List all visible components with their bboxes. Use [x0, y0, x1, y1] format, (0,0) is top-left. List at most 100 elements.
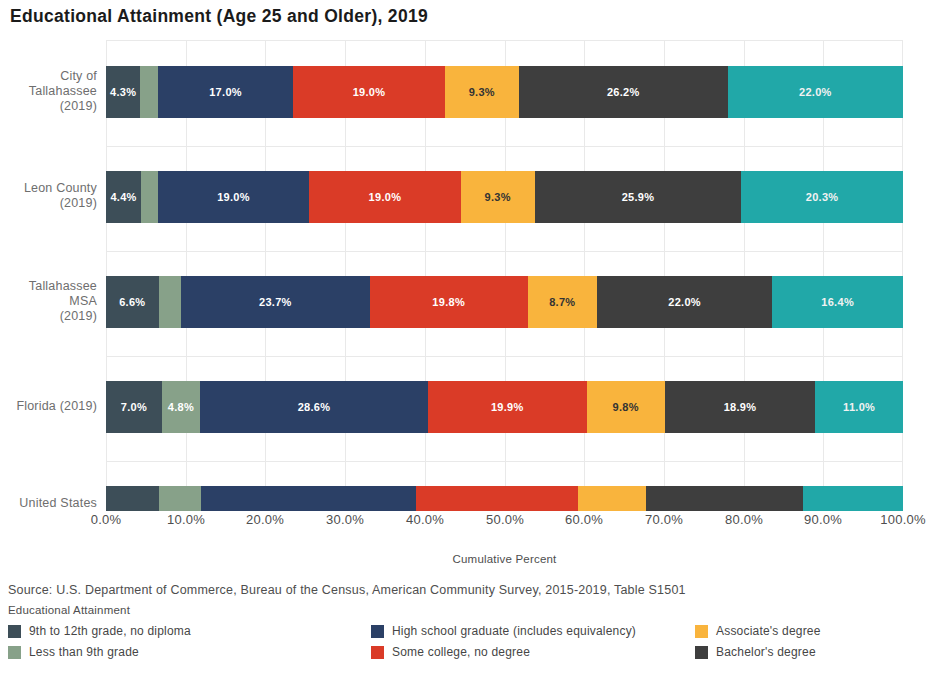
stacked-bar-row: 4.4% 19.0% 19.0% 9.3% 25.9% 20.3% — [106, 171, 903, 223]
bar-segment[interactable]: 20.3% — [741, 171, 903, 223]
bar-segment[interactable]: 19.0% — [309, 171, 460, 223]
x-axis-tick-label: 20.0% — [246, 512, 284, 527]
x-axis-tick-label: 0.0% — [91, 512, 121, 527]
row-label: Leon County(2019) — [0, 170, 97, 222]
row-label: Tallahassee MSA(2019) — [0, 275, 97, 327]
legend-item-label: Bachelor's degree — [716, 645, 816, 659]
legend-item-label: 9th to 12th grade, no diploma — [29, 624, 191, 638]
bar-segment[interactable] — [416, 486, 578, 511]
legend-swatch-icon — [371, 646, 384, 659]
bar-segment-value-label: 19.0% — [217, 191, 250, 203]
row-separator-line — [106, 251, 903, 252]
legend-title: Educational Attainment — [8, 604, 130, 616]
row-label: City of Tallahassee(2019) — [0, 65, 97, 117]
bar-segment-value-label: 16.4% — [821, 296, 854, 308]
bar-segment[interactable]: 9.3% — [461, 171, 535, 223]
bar-segment[interactable] — [646, 486, 804, 511]
bar-segment-value-label: 4.4% — [110, 191, 136, 203]
legend-item[interactable]: Less than 9th grade — [8, 644, 371, 660]
bar-segment[interactable]: 9.8% — [587, 381, 665, 433]
bar-segment[interactable]: 4.4% — [106, 171, 141, 223]
legend-item[interactable]: 9th to 12th grade, no diploma — [8, 623, 371, 639]
bar-segment[interactable]: 23.7% — [181, 276, 370, 328]
bar-segment-value-label: 9.8% — [612, 401, 638, 413]
bar-segment-value-label: 25.9% — [622, 191, 655, 203]
bar-segment-value-label: 19.0% — [369, 191, 402, 203]
bar-segment-value-label: 8.7% — [549, 296, 575, 308]
page-title: Educational Attainment (Age 25 and Older… — [10, 6, 428, 27]
bar-segment[interactable]: 8.7% — [528, 276, 597, 328]
bar-segment[interactable]: 22.0% — [597, 276, 772, 328]
bar-segment[interactable]: 19.0% — [158, 171, 309, 223]
y-axis-row-labels: City of Tallahassee(2019) Leon County(201… — [0, 40, 101, 510]
bar-segment[interactable]: 4.3% — [106, 66, 140, 118]
legend-item-label: Less than 9th grade — [29, 645, 139, 659]
bar-segment[interactable]: 19.0% — [293, 66, 444, 118]
legend-item-label: High school graduate (includes equivalen… — [392, 624, 636, 638]
educational-attainment-dashboard: Educational Attainment (Age 25 and Older… — [0, 0, 943, 673]
bar-segment[interactable]: 19.9% — [428, 381, 587, 433]
bar-segment[interactable]: 22.0% — [728, 66, 903, 118]
legend-item[interactable]: Bachelor's degree — [695, 644, 938, 660]
bar-segment-value-label: 18.9% — [724, 401, 757, 413]
stacked-bar-row: 4.3% 17.0% 19.0% 9.3% 26.2% 22.0% — [106, 66, 903, 118]
row-label: United States — [0, 485, 97, 510]
bar-segment-value-label: 23.7% — [259, 296, 292, 308]
legend-item[interactable]: Some college, no degree — [371, 644, 695, 660]
x-axis-tick-label: 80.0% — [725, 512, 763, 527]
bar-segment-value-label: 7.0% — [121, 401, 147, 413]
bar-segment[interactable] — [141, 171, 158, 223]
bar-segment-value-label: 22.0% — [799, 86, 832, 98]
legend-item-label: Some college, no degree — [392, 645, 530, 659]
bar-segment[interactable]: 17.0% — [158, 66, 293, 118]
bar-segment-value-label: 19.8% — [432, 296, 465, 308]
row-separator-line — [106, 146, 903, 147]
bar-segment[interactable]: 11.0% — [815, 381, 903, 433]
bar-segment[interactable] — [140, 66, 158, 118]
x-axis-tick-label: 10.0% — [167, 512, 205, 527]
bar-segment[interactable] — [803, 486, 903, 511]
bar-segment[interactable]: 9.3% — [445, 66, 519, 118]
bar-segment[interactable]: 25.9% — [535, 171, 741, 223]
x-axis-tick-label: 100.0% — [880, 512, 925, 527]
bar-segment[interactable] — [159, 276, 181, 328]
source-note: Source: U.S. Department of Commerce, Bur… — [8, 583, 686, 597]
bar-segment[interactable] — [578, 486, 646, 511]
bar-segment[interactable]: 28.6% — [200, 381, 428, 433]
x-axis-tick-labels: 0.0%10.0%20.0%30.0%40.0%50.0%60.0%70.0%8… — [106, 512, 903, 532]
x-axis-title: Cumulative Percent — [106, 553, 903, 565]
bar-segment[interactable]: 4.8% — [162, 381, 200, 433]
bar-segment-value-label: 11.0% — [843, 401, 875, 413]
legend-swatch-icon — [371, 625, 384, 638]
stacked-bar-row: 6.6% 23.7% 19.8% 8.7% 22.0% 16.4% — [106, 276, 903, 328]
bar-segment-value-label: 26.2% — [607, 86, 640, 98]
x-axis-tick-label: 40.0% — [406, 512, 444, 527]
row-separator-line — [106, 356, 903, 357]
stacked-bar-plot-area: 4.3% 17.0% 19.0% 9.3% 26.2% 22.0% 4.4% 19.0% 19.… — [106, 40, 903, 511]
bar-segment-value-label: 4.3% — [110, 86, 136, 98]
bar-segment-value-label: 9.3% — [485, 191, 511, 203]
bar-segment[interactable]: 16.4% — [772, 276, 903, 328]
bar-segment-value-label: 19.0% — [353, 86, 386, 98]
bar-segment-value-label: 4.8% — [168, 401, 194, 413]
x-axis-tick-label: 30.0% — [326, 512, 364, 527]
legend-item[interactable]: Associate's degree — [695, 623, 938, 639]
bar-segment-value-label: 28.6% — [298, 401, 331, 413]
row-label: Florida (2019) — [0, 380, 97, 432]
bar-segment[interactable]: 18.9% — [665, 381, 816, 433]
legend-item[interactable]: High school graduate (includes equivalen… — [371, 623, 695, 639]
bar-segment[interactable]: 19.8% — [370, 276, 528, 328]
bar-segment-value-label: 20.3% — [806, 191, 839, 203]
bar-segment[interactable]: 7.0% — [106, 381, 162, 433]
bar-segment[interactable]: 26.2% — [519, 66, 728, 118]
bar-segment[interactable] — [159, 486, 201, 511]
bar-segment[interactable] — [106, 486, 159, 511]
bar-segment-value-label: 22.0% — [668, 296, 701, 308]
bar-segment-value-label: 6.6% — [119, 296, 145, 308]
bar-segment-value-label: 9.3% — [469, 86, 495, 98]
bar-segment-value-label: 19.9% — [491, 401, 524, 413]
bar-segment[interactable] — [201, 486, 416, 511]
legend-swatch-icon — [695, 646, 708, 659]
legend-swatch-icon — [8, 646, 21, 659]
bar-segment[interactable]: 6.6% — [106, 276, 159, 328]
